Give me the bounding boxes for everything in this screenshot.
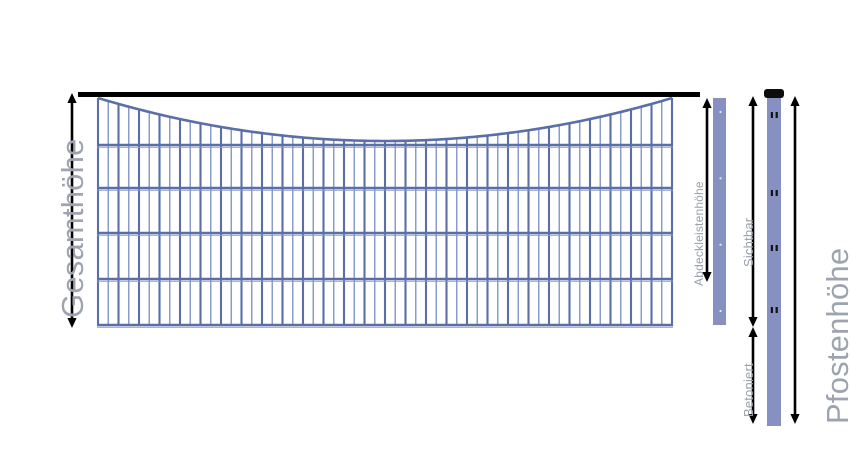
dimension-gesamthoehe (67, 93, 77, 328)
cover-strip-body (713, 98, 726, 325)
dimension-pfostenhoehe (790, 96, 800, 424)
dimension-sichtbar (748, 96, 758, 327)
cover-strip-hole (719, 309, 722, 313)
label-betoniert: Betoniert (741, 363, 756, 417)
post-cap (764, 89, 784, 98)
post-clip (770, 190, 773, 196)
fence-mesh-panel (96, 96, 674, 328)
post-body (767, 96, 781, 426)
cover-strip-hole (719, 243, 722, 246)
post-clip (770, 307, 773, 313)
post-clip (775, 112, 778, 118)
post-clip (775, 190, 778, 196)
post-clip (770, 112, 773, 118)
cover-bar (78, 92, 700, 97)
cover-strip-hole (719, 110, 722, 114)
label-gesamthoehe: Gesamthöhe (55, 138, 90, 319)
post-clip (775, 307, 778, 313)
dimension-abdeckleistenhoehe (702, 98, 712, 282)
label-abdeckleistenhoehe: Abdeckleistenhöhe (692, 181, 706, 286)
dimension-arrows (67, 93, 800, 424)
fence-post (764, 89, 784, 426)
label-pfostenhoehe: Pfostenhöhe (820, 247, 850, 424)
mesh-top-curve (97, 96, 673, 143)
cover-strip-hole (719, 177, 722, 180)
post-clip (775, 245, 778, 251)
cover-strip-profile (713, 98, 726, 325)
post-clip (770, 245, 773, 251)
label-sichtbar: Sichtbar (741, 217, 756, 267)
dimension-betoniert (748, 327, 758, 424)
